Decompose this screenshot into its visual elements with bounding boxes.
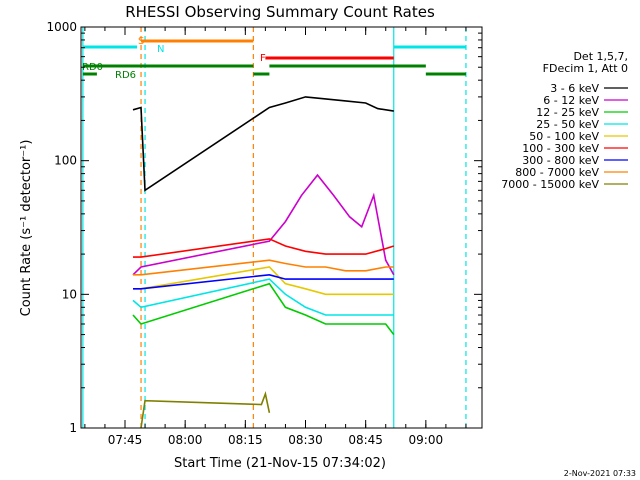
y-tick-label: 10	[62, 287, 77, 301]
x-tick-label: 09:00	[409, 433, 444, 447]
legend-entry-label: 25 - 50 keV	[536, 118, 599, 131]
flag-label-s: S	[138, 36, 144, 47]
flag-label-f: F	[260, 53, 266, 64]
flag-label-rd6: RD6	[115, 70, 136, 81]
plot-frame	[80, 26, 483, 429]
flag-label-rd0: RD0	[82, 62, 103, 73]
legend-entry-label: 3 - 6 keV	[550, 82, 599, 95]
series-line-1	[132, 173, 395, 276]
chart-title: RHESSI Observing Summary Count Rates	[125, 3, 435, 21]
axes: 1 10 100 1000 07:45 08:00 08:15 08:30 08:45 09:00	[46, 20, 482, 447]
x-tick-label: 08:00	[168, 433, 203, 447]
x-tick-label: 07:45	[108, 433, 143, 447]
legend-entry-label: 12 - 25 keV	[536, 106, 599, 119]
x-axis-label: Start Time (21-Nov-15 07:34:02)	[174, 456, 386, 471]
x-tick-label: 08:30	[288, 433, 323, 447]
plot-area: S N F RD0 RD6	[82, 27, 467, 429]
legend-entry-label: 300 - 800 keV	[522, 154, 599, 167]
legend-entry-label: 7000 - 15000 keV	[501, 178, 599, 191]
legend-entry-label: 800 - 7000 keV	[515, 166, 599, 179]
legend-entry-label: 6 - 12 keV	[543, 94, 599, 107]
series-line-8	[140, 391, 271, 429]
timestamp: 2-Nov-2021 07:33	[564, 469, 636, 478]
legend-header: Det 1,5,7,	[573, 50, 628, 63]
y-tick-label: 1	[69, 421, 77, 435]
y-axis-label: Count Rate (s⁻¹ detector⁻¹)	[19, 140, 34, 317]
legend-entry-label: 50 - 100 keV	[529, 130, 599, 143]
x-tick-label: 08:45	[348, 433, 383, 447]
series-line-5	[133, 238, 395, 258]
series-line-7	[133, 259, 394, 276]
series-line-3	[132, 278, 394, 316]
series-line-4	[133, 266, 394, 296]
y-tick-label: 100	[54, 154, 77, 168]
series-line-0	[132, 96, 394, 192]
legend-entry-label: 100 - 300 keV	[522, 142, 599, 155]
legend-header: FDecim 1, Att 0	[543, 62, 628, 75]
series-line-2	[132, 282, 395, 336]
y-tick-label: 1000	[46, 20, 77, 34]
series-line-6	[133, 273, 394, 290]
x-tick-label: 08:15	[228, 433, 263, 447]
flag-label-n: N	[157, 44, 164, 55]
